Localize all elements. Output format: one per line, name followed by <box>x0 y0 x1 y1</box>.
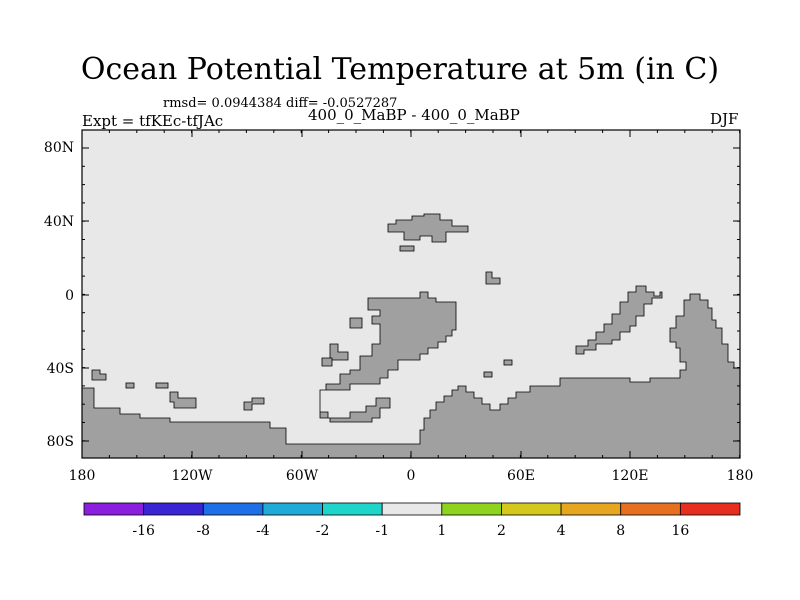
island-west-1 <box>349 317 363 329</box>
subtitle: 400_0_MaBP - 400_0_MaBP <box>308 106 520 124</box>
colorbar-label: 16 <box>671 523 689 539</box>
colorbar-swatch <box>620 502 681 516</box>
land-mask <box>81 213 741 459</box>
island-sw-2 <box>125 382 135 389</box>
east-diagonal-landmass <box>575 285 663 355</box>
colorbar-swatch <box>262 502 323 516</box>
north-island <box>387 213 469 243</box>
season-label: DJF <box>710 110 739 128</box>
lon-label-0: 0 <box>407 468 416 484</box>
colorbar-swatch <box>441 502 502 516</box>
colorbar-label: 8 <box>616 523 625 539</box>
island-east-1 <box>485 271 501 285</box>
antarctica-landmass <box>81 293 741 459</box>
colorbar-label: -8 <box>196 523 210 539</box>
lon-label-60e: 60E <box>507 468 535 484</box>
lat-label-equator: 0 <box>65 288 74 304</box>
lat-label-80n: 80N <box>44 140 74 156</box>
colorbar-label: -1 <box>375 523 389 539</box>
lat-label-40s: 40S <box>47 361 74 377</box>
colorbar-label: 2 <box>497 523 506 539</box>
axis-ticks <box>81 130 741 458</box>
colorbar-label: 4 <box>557 523 566 539</box>
island-sw-4 <box>169 391 197 409</box>
colorbar-label: -16 <box>132 523 155 539</box>
lat-label-40n: 40N <box>44 214 74 230</box>
lon-label-180e: 180 <box>727 468 754 484</box>
colorbar-swatch <box>83 502 145 516</box>
island-sw-5 <box>243 397 265 411</box>
colorbar-swatch <box>501 502 562 516</box>
experiment-label: Expt = tfKEc-tfJAc <box>82 112 224 130</box>
island-west-3 <box>321 357 333 367</box>
lon-label-120e: 120E <box>612 468 649 484</box>
island-sw-1 <box>91 369 107 381</box>
island-east-3 <box>483 371 493 378</box>
north-islet <box>399 245 415 252</box>
lon-label-60w: 60W <box>286 468 319 484</box>
colorbar-swatch <box>322 502 383 516</box>
colorbar-swatch <box>143 502 204 516</box>
colorbar-swatch <box>202 502 264 516</box>
central-landmass <box>319 291 457 423</box>
plot-title: Ocean Potential Temperature at 5m (in C) <box>80 52 720 87</box>
longitude-labels: 180 120W 60W 0 60E 120E 180 <box>69 468 754 484</box>
latitude-labels: 80N 40N 0 40S 80S <box>44 140 74 450</box>
colorbar-label: 1 <box>437 523 446 539</box>
lon-label-180w: 180 <box>69 468 96 484</box>
island-east-2 <box>503 359 513 366</box>
lat-label-80s: 80S <box>47 434 74 450</box>
colorbar-label: -4 <box>256 523 270 539</box>
stats-text: rmsd= 0.0944384 diff= -0.0527287 <box>163 96 398 111</box>
colorbar-swatch <box>381 502 443 516</box>
island-sw-3 <box>155 382 169 389</box>
colorbar-labels: -16 -8 -4 -2 -1 1 2 4 8 16 <box>132 523 689 539</box>
colorbar-swatch <box>679 502 741 516</box>
lon-label-120w: 120W <box>171 468 213 484</box>
colorbar <box>83 502 741 516</box>
colorbar-label: -2 <box>316 523 330 539</box>
colorbar-swatch <box>560 502 622 516</box>
